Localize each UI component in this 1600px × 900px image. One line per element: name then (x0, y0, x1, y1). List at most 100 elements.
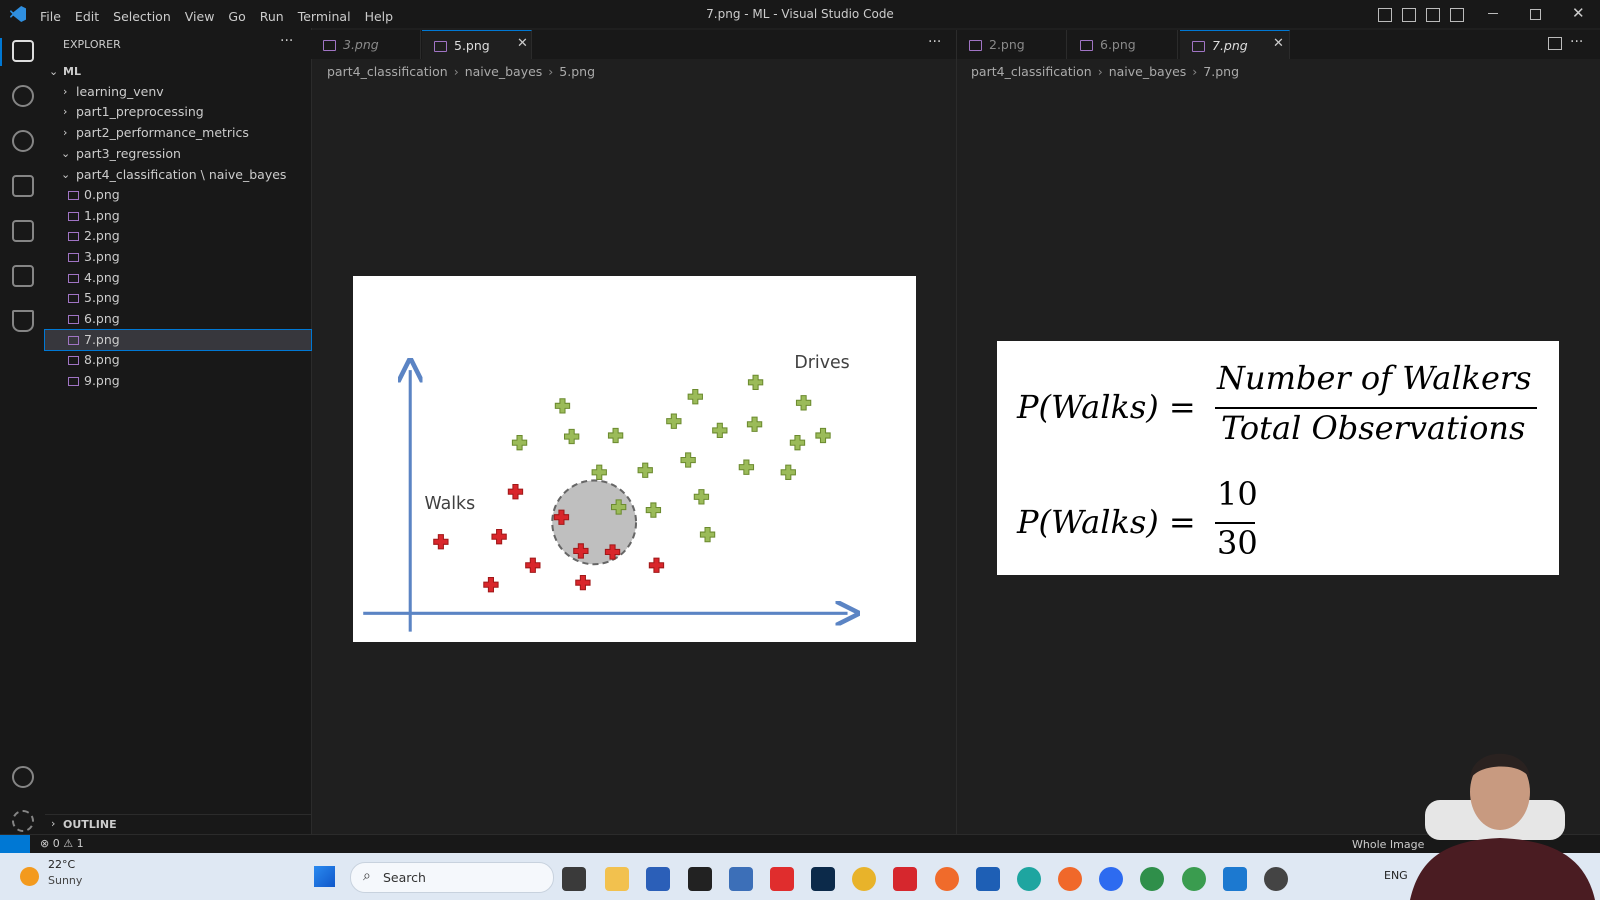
tab-close[interactable]: ✕ (517, 36, 528, 51)
taskbar: 22°C Sunny ⌕ Search ENG (0, 853, 1600, 900)
taskbar-app[interactable] (976, 867, 1000, 891)
sidebar-header: EXPLORER (63, 38, 121, 51)
file[interactable]: 8.png (45, 350, 311, 370)
tab[interactable]: 6.png (1068, 30, 1178, 59)
weather-icon[interactable] (20, 867, 39, 886)
remote-icon[interactable] (12, 265, 34, 287)
file[interactable]: 3.png (45, 247, 311, 267)
tab[interactable]: 3.png (311, 30, 421, 59)
weather[interactable]: Sunny (48, 874, 83, 887)
folder[interactable]: ⌄ part4_classification \ naive_bayes (61, 167, 287, 182)
folder-label: part3_regression (76, 146, 181, 161)
layout-toggle[interactable] (1450, 8, 1464, 22)
tab[interactable]: 5.png (422, 30, 532, 59)
layout-toggle[interactable] (1426, 8, 1440, 22)
zoom-status[interactable]: Whole Image (1352, 838, 1425, 851)
crumb[interactable]: part4_classification (327, 64, 448, 79)
menu-item[interactable]: View (184, 9, 215, 24)
folder[interactable]: ⌄ part3_regression (61, 146, 181, 161)
split-editor[interactable] (1548, 37, 1562, 50)
taskbar-app[interactable] (562, 867, 586, 891)
more-actions[interactable]: ··· (280, 33, 294, 49)
folder-label: part2_performance_metrics (76, 125, 249, 140)
file[interactable]: 9.png (45, 371, 311, 391)
menu-item[interactable]: Help (364, 9, 394, 24)
taskbar-app[interactable] (1223, 867, 1247, 891)
more-actions[interactable]: ··· (1570, 34, 1584, 50)
start-button[interactable] (314, 866, 335, 887)
taskbar-app[interactable] (646, 867, 670, 891)
file[interactable]: 5.png (45, 288, 311, 308)
menu-item[interactable]: Run (259, 9, 284, 24)
taskbar-app[interactable] (729, 867, 753, 891)
outline-header[interactable]: OUTLINE (63, 818, 117, 831)
taskbar-app[interactable] (1099, 867, 1123, 891)
source-control-icon[interactable] (12, 130, 34, 152)
workspace-root[interactable]: ML (63, 65, 81, 78)
file[interactable]: 0.png (45, 185, 311, 205)
folder[interactable]: › learning_venv (63, 84, 164, 99)
search-placeholder: Search (383, 870, 426, 885)
taskbar-app[interactable] (1017, 867, 1041, 891)
folder[interactable]: › part2_performance_metrics (63, 125, 249, 140)
taskbar-app[interactable] (893, 867, 917, 891)
close-button[interactable]: ✕ (1572, 4, 1585, 22)
tab-close[interactable]: ✕ (1273, 36, 1284, 51)
taskbar-app[interactable] (770, 867, 794, 891)
testing-icon[interactable] (12, 310, 34, 332)
restore-button[interactable] (1530, 9, 1541, 20)
more-actions[interactable]: ··· (928, 34, 942, 50)
file[interactable]: 7.png (44, 329, 312, 351)
menu-item[interactable]: Terminal (297, 9, 351, 24)
explorer-icon[interactable] (12, 40, 34, 62)
taskbar-app[interactable] (1264, 867, 1288, 891)
fraction-bar (1215, 522, 1255, 524)
folder-label: learning_venv (76, 84, 164, 99)
taskbar-app[interactable] (605, 867, 629, 891)
layout-toggle[interactable] (1378, 8, 1392, 22)
taskbar-app[interactable] (1182, 867, 1206, 891)
crumb[interactable]: part4_classification (971, 64, 1092, 79)
webcam-overlay (1410, 753, 1595, 900)
file[interactable]: 2.png (45, 226, 311, 246)
taskbar-app[interactable] (811, 867, 835, 891)
minimize-button[interactable] (1488, 13, 1498, 14)
accounts-icon[interactable] (12, 766, 34, 788)
breadcrumbs: part4_classification › naive_bayes › 7.png (971, 64, 1240, 79)
extensions-icon[interactable] (12, 220, 34, 242)
breadcrumbs: part4_classification › naive_bayes › 5.png (327, 64, 596, 79)
tab[interactable]: 2.png (957, 30, 1067, 59)
temperature[interactable]: 22°C (48, 858, 76, 871)
file[interactable]: 4.png (45, 268, 311, 288)
activity-bar (0, 28, 45, 834)
tab[interactable]: 7.png (1180, 30, 1290, 59)
run-icon[interactable] (12, 175, 34, 197)
taskbar-app[interactable] (1140, 867, 1164, 891)
crumb[interactable]: 5.png (559, 64, 596, 79)
menu-item[interactable]: Edit (74, 9, 100, 24)
file[interactable]: 6.png (45, 309, 311, 329)
fraction-bar (1215, 407, 1537, 409)
warning-count: 1 (76, 837, 84, 850)
search-icon[interactable] (12, 85, 34, 107)
menu-item[interactable]: Go (228, 9, 246, 24)
crumb[interactable]: naive_bayes (1108, 64, 1187, 79)
scatter-illustration: Walks Drives (363, 353, 916, 632)
layout-toggle[interactable] (1402, 8, 1416, 22)
taskbar-app[interactable] (1058, 867, 1082, 891)
crumb[interactable]: naive_bayes (464, 64, 543, 79)
remote-indicator[interactable] (0, 835, 30, 854)
taskbar-app[interactable] (852, 867, 876, 891)
folder[interactable]: › part1_preprocessing (63, 104, 204, 119)
taskbar-app[interactable] (935, 867, 959, 891)
taskbar-app[interactable] (688, 867, 712, 891)
file[interactable]: 1.png (45, 206, 311, 226)
menu-item[interactable]: Selection (113, 9, 171, 24)
problems[interactable]: ⊗ 0 ⚠ 1 (40, 837, 84, 850)
class-label: Walks (425, 494, 476, 514)
crumb[interactable]: 7.png (1203, 64, 1240, 79)
settings-icon[interactable] (12, 810, 34, 832)
search-box[interactable]: ⌕ Search (350, 862, 554, 893)
menu-item[interactable]: File (40, 9, 61, 24)
language[interactable]: ENG (1384, 869, 1408, 882)
